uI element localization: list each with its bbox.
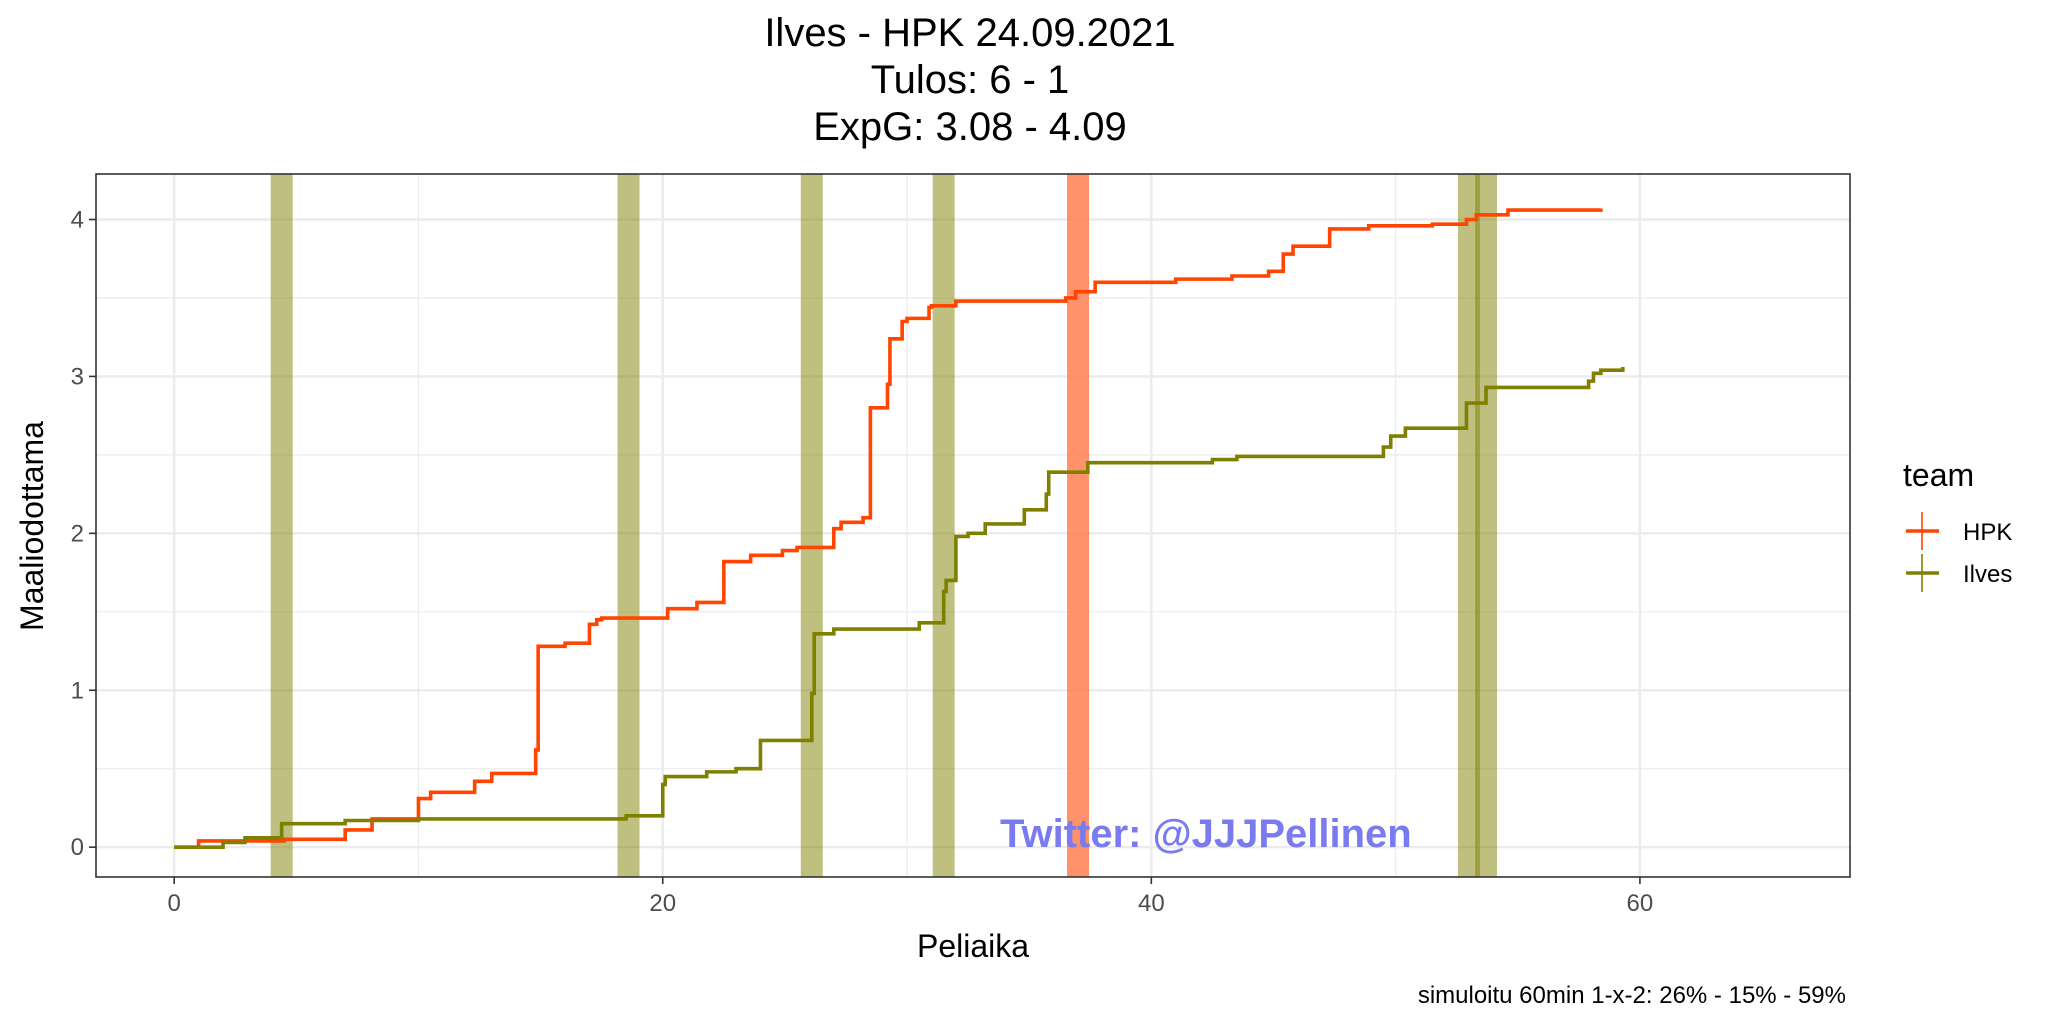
x-tick-label: 40 <box>1138 890 1165 917</box>
goal-markers <box>270 174 1498 877</box>
legend-entry-hpk: HPK <box>1906 512 2012 550</box>
x-axis-title: Peliaika <box>917 928 1029 964</box>
goal-marker-hpk <box>1067 174 1090 877</box>
series-lines <box>174 208 1625 849</box>
simulation-caption: simuloitu 60min 1-x-2: 26% - 15% - 59% <box>1418 982 1846 1009</box>
y-tick-label: 4 <box>71 207 84 234</box>
chart-title-line-3: ExpG: 3.08 - 4.09 <box>813 105 1127 149</box>
watermark-text: Twitter: @JJJPellinen <box>1000 812 1412 856</box>
legend: team HPK Ilves <box>1903 457 2012 592</box>
plot-panel-background <box>96 174 1850 877</box>
legend-entry-ilves: Ilves <box>1906 554 2012 592</box>
goal-marker-ilves <box>1475 174 1498 877</box>
goal-marker-ilves <box>800 174 823 877</box>
goal-marker-ilves <box>932 174 955 877</box>
x-tick-label: 20 <box>649 890 676 917</box>
legend-label-ilves: Ilves <box>1963 561 2012 588</box>
chart-title-line-1: Ilves - HPK 24.09.2021 <box>764 11 1175 55</box>
y-tick-label: 1 <box>71 677 84 704</box>
x-tick-label: 60 <box>1627 890 1654 917</box>
x-axis-ticks: 0 20 40 60 <box>167 877 1653 917</box>
legend-title: team <box>1903 457 1974 493</box>
plot-panel-border <box>95 173 1851 878</box>
goal-marker-ilves <box>270 174 293 877</box>
goal-marker-ilves <box>617 174 640 877</box>
y-tick-label: 2 <box>71 520 84 547</box>
legend-label-hpk: HPK <box>1963 519 2012 546</box>
series-line-hpk <box>174 208 1603 849</box>
y-tick-label: 0 <box>71 834 84 861</box>
x-tick-label: 0 <box>167 890 180 917</box>
y-axis-ticks: 0 1 2 3 4 <box>71 207 96 861</box>
series-line-ilves <box>174 367 1625 849</box>
goal-marker-ilves <box>1457 174 1480 877</box>
chart-title-line-2: Tulos: 6 - 1 <box>871 58 1070 102</box>
y-tick-label: 3 <box>71 363 84 390</box>
y-axis-title: Maaliodottama <box>14 421 50 631</box>
